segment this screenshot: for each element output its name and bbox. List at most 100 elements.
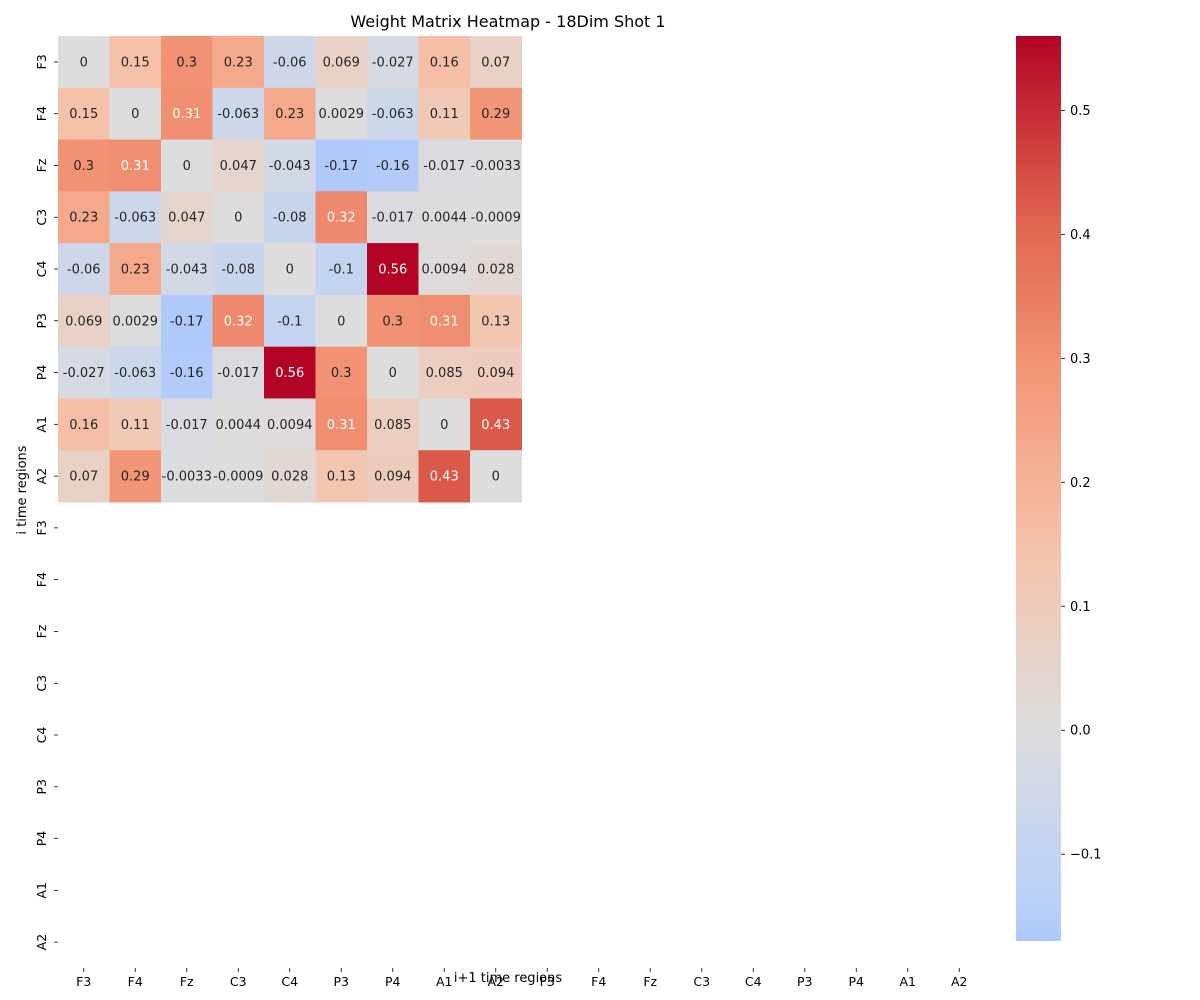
cell-value-label: -0.08 xyxy=(273,211,307,226)
heatmap-cell xyxy=(109,191,162,244)
cell-value-label: -0.027 xyxy=(63,366,105,381)
cell-value-label: -0.16 xyxy=(170,366,204,381)
cell-value-label: 0 xyxy=(131,107,139,122)
heatmap-cell xyxy=(264,139,316,192)
heatmap-cell xyxy=(161,87,213,141)
heatmap-cell xyxy=(212,346,265,399)
x-tick-label: C3 xyxy=(230,974,247,989)
heatmap-cell xyxy=(470,450,522,503)
cell-value-label: 0.047 xyxy=(168,211,205,226)
cell-value-label: 0.3 xyxy=(73,159,94,174)
colorbar-tick-label: 0.0 xyxy=(1070,724,1091,739)
heatmap-cell xyxy=(367,398,419,451)
heatmap-cell xyxy=(264,243,316,296)
heatmap-cell xyxy=(367,191,419,244)
heatmap-cell xyxy=(212,87,265,141)
heatmap-cell xyxy=(109,450,162,503)
cell-value-label: 0.069 xyxy=(65,314,102,329)
heatmap-cell xyxy=(109,398,162,451)
cell-value-label: 0.0029 xyxy=(319,107,365,122)
y-tick-label: F4 xyxy=(34,106,49,121)
x-tick-label: A2 xyxy=(487,974,504,989)
heatmap-cell xyxy=(212,191,265,244)
cell-value-label: 0 xyxy=(337,314,345,329)
cell-value-label: -0.0033 xyxy=(471,159,521,174)
cell-value-label: 0.32 xyxy=(224,314,253,329)
cell-value-label: -0.017 xyxy=(423,159,465,174)
cell-value-label: 0.0094 xyxy=(267,418,313,433)
heatmap-cell xyxy=(315,36,368,89)
y-tick-label: P3 xyxy=(34,779,49,795)
heatmap-cell xyxy=(367,139,419,192)
x-tick-label: F4 xyxy=(591,974,606,989)
heatmap-cell xyxy=(470,294,522,348)
heatmap-cell xyxy=(418,191,471,244)
cell-value-label: 0.31 xyxy=(121,159,150,174)
heatmap-cell xyxy=(161,346,213,399)
x-tick-label: Fz xyxy=(643,974,657,989)
y-tick-label: C4 xyxy=(34,727,49,744)
heatmap-cell xyxy=(418,294,471,348)
x-tick-label: P4 xyxy=(849,974,865,989)
y-tick-label: P4 xyxy=(34,365,49,381)
cell-value-label: 0.23 xyxy=(224,55,253,70)
heatmap-cell xyxy=(315,191,368,244)
x-axis-label: i+1 time regions xyxy=(454,971,563,986)
heatmap-cell xyxy=(315,139,368,192)
heatmap-cell xyxy=(418,243,471,296)
heatmap-cell xyxy=(109,346,162,399)
cell-value-label: -0.17 xyxy=(324,159,358,174)
y-axis-ticks: F3 F4 Fz C3 C4 P3 P4 A1 A2 F3 F4 Fz C3 C4 P3 P4 A1 A2 xyxy=(34,54,58,950)
colorbar-tick-label: 0.4 xyxy=(1070,228,1091,243)
cell-value-label: 0.028 xyxy=(477,263,514,278)
heatmap-cell xyxy=(367,36,419,89)
colorbar-ticks: −0.1 0.0 0.1 0.2 0.3 0.4 0.5 xyxy=(1061,104,1102,863)
heatmap-cell xyxy=(109,294,162,348)
cell-value-label: 0 xyxy=(234,211,242,226)
heatmap-cell xyxy=(470,139,522,192)
heatmap-cell xyxy=(58,36,110,89)
heatmap-cell xyxy=(161,243,213,296)
y-tick-label: A1 xyxy=(34,882,49,899)
cell-value-label: 0.11 xyxy=(121,418,150,433)
y-tick-label: Fz xyxy=(34,624,49,638)
heatmap-cell xyxy=(367,450,419,503)
y-tick-label: C3 xyxy=(34,209,49,226)
heatmap-cell xyxy=(161,139,213,192)
cell-value-label: 0.3 xyxy=(382,314,403,329)
cell-value-label: -0.063 xyxy=(114,211,156,226)
cell-value-label: -0.1 xyxy=(277,314,302,329)
y-tick-label: F3 xyxy=(34,54,49,69)
y-tick-label: Fz xyxy=(34,158,49,172)
heatmap-cell xyxy=(161,398,213,451)
cell-value-label: 0 xyxy=(389,366,397,381)
heatmap-cell xyxy=(109,87,162,141)
heatmap-cell xyxy=(367,87,419,141)
cell-value-label: -0.043 xyxy=(166,263,208,278)
heatmap-cell xyxy=(264,294,316,348)
heatmap-cell xyxy=(212,243,265,296)
x-tick-label: F3 xyxy=(540,974,555,989)
heatmap-cell xyxy=(367,294,419,348)
colorbar-tick-label: 0.3 xyxy=(1070,352,1091,367)
heatmap-cell xyxy=(418,36,471,89)
cell-value-label: -0.0009 xyxy=(213,470,263,485)
cell-value-label: 0.085 xyxy=(426,366,463,381)
cell-value-label: 0.07 xyxy=(481,55,510,70)
cell-value-label: 0.094 xyxy=(477,366,514,381)
x-axis-ticks: F3 F4 Fz C3 C4 P3 P4 A1 A2 F3 F4 Fz C3 C4 P3 P4 A1 A2 xyxy=(76,968,968,989)
heatmap-cell xyxy=(315,398,368,451)
cell-value-label: 0.3 xyxy=(176,55,197,70)
heatmap-cell xyxy=(470,191,522,244)
x-tick-label: C4 xyxy=(745,974,762,989)
heatmap-cell xyxy=(315,346,368,399)
heatmap-cell xyxy=(264,398,316,451)
cell-value-label: 0.0044 xyxy=(422,211,468,226)
cell-value-label: -0.0033 xyxy=(162,470,212,485)
y-tick-label: A2 xyxy=(34,934,49,951)
y-tick-label: F4 xyxy=(34,572,49,587)
heatmap-cell xyxy=(315,294,368,348)
heatmap-cell xyxy=(264,36,316,89)
x-tick-label: F3 xyxy=(76,974,91,989)
x-tick-label: A1 xyxy=(899,974,916,989)
